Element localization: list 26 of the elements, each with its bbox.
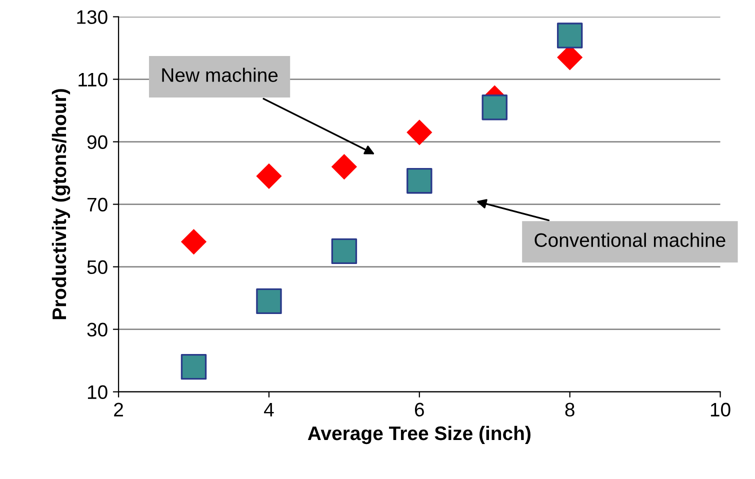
- annotation: New machine: [162, 68, 278, 82]
- x-tick-label: 4: [264, 402, 274, 416]
- point: [556, 22, 583, 48]
- point: [482, 94, 508, 120]
- y-tick-label: 130: [77, 10, 108, 24]
- x-axis-title: Average Tree Size (inch): [308, 426, 530, 444]
- point: [406, 168, 432, 194]
- point: [406, 120, 432, 146]
- point: [331, 154, 357, 180]
- y-tick-label: 110: [78, 72, 108, 87]
- point: [256, 163, 282, 189]
- y-tick-label: 70: [87, 198, 108, 212]
- y-tick-label: 10: [88, 385, 108, 400]
- y-tick-label: 90: [87, 135, 108, 150]
- point: [180, 228, 207, 255]
- point: [331, 238, 358, 264]
- point: [180, 354, 207, 380]
- x-tick-label: 10: [710, 402, 730, 417]
- point: [256, 288, 282, 314]
- y-axis-title: Productivity (gtons/hour): [52, 89, 70, 320]
- y-tick-label: 30: [87, 322, 108, 337]
- y-tick-label: 50: [87, 260, 108, 274]
- x-tick-label: 8: [565, 402, 574, 417]
- x-tick-label: 6: [414, 402, 424, 417]
- x-tick-label: 2: [114, 402, 123, 416]
- annotation: Conventional machine: [534, 232, 726, 248]
